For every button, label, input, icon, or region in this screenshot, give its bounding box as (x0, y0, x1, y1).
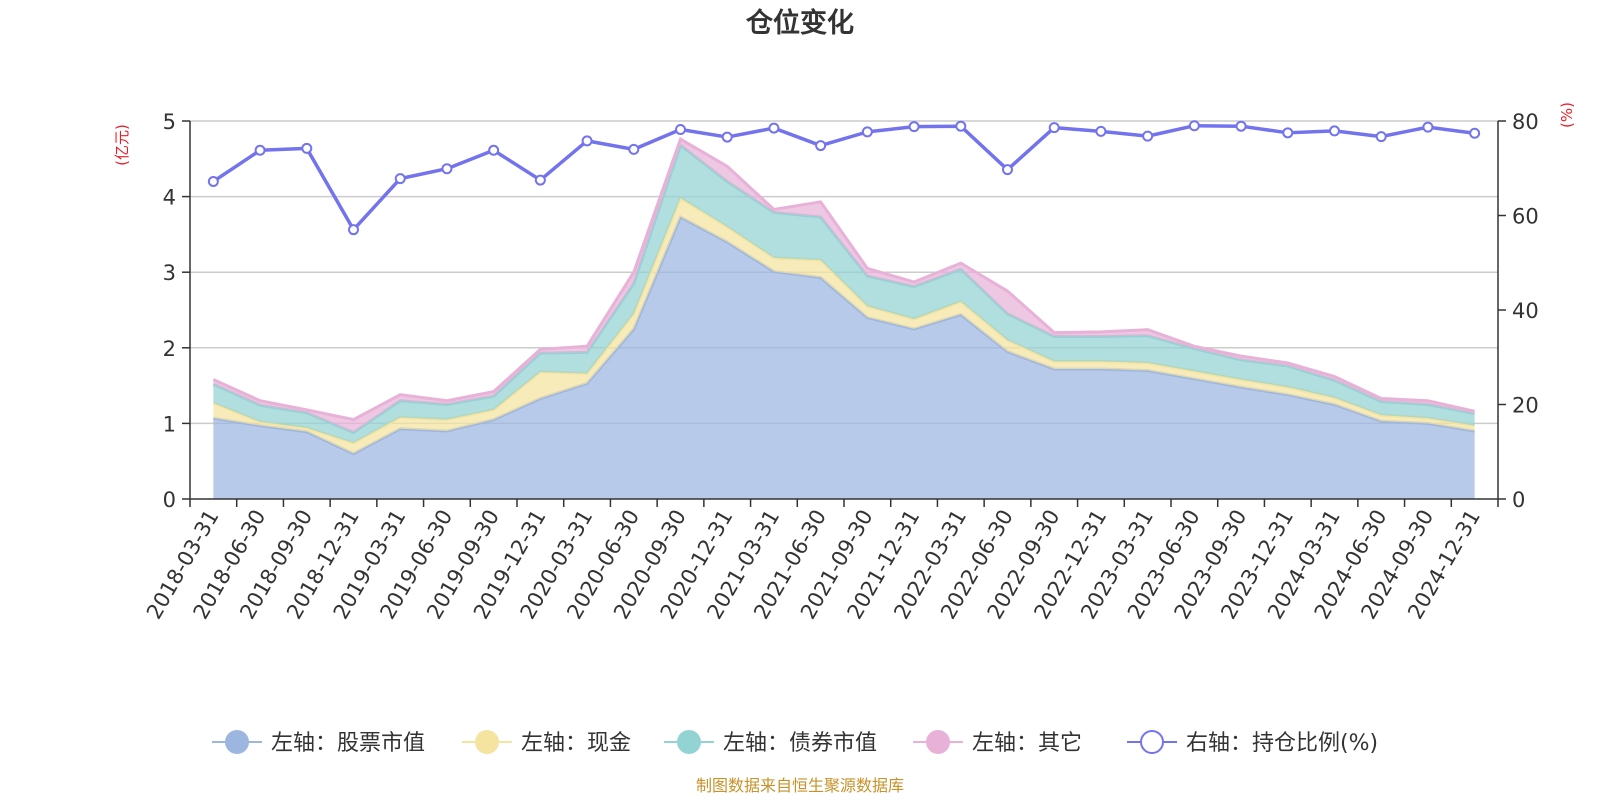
holding-ratio-line (207, 120, 1481, 236)
holding-ratio-point (1188, 120, 1200, 132)
right-y-axis-ticks: 0 20 40 60 80 (1498, 110, 1539, 512)
holding-ratio-point (908, 121, 920, 133)
left-tick-label: 0 (163, 488, 176, 512)
legend-marker (225, 730, 249, 754)
legend-marker (475, 730, 499, 754)
holding-ratio-point (348, 224, 359, 236)
right-tick-label: 40 (1512, 299, 1539, 323)
holding-ratio-point (628, 143, 640, 155)
holding-ratio-point (721, 131, 733, 143)
legend-label: 左轴：债券市值 (723, 731, 877, 756)
data-source-note: 制图数据来自恒生聚源数据库 (696, 776, 904, 795)
other-area-edge (212, 136, 1475, 422)
legend-label: 左轴：其它 (972, 731, 1082, 756)
holding-ratio-point (1002, 164, 1013, 176)
holding-ratio-point (1095, 125, 1107, 137)
left-tick-label: 2 (163, 337, 176, 361)
holding-ratio-point (1329, 125, 1340, 137)
holding-ratio-point (488, 144, 500, 156)
stacked-areas (212, 136, 1475, 499)
left-tick-label: 1 (163, 412, 176, 436)
x-axis-ticks: 2018-03-312018-06-302018-09-302018-12-31… (142, 499, 1499, 623)
holding-ratio-point (675, 124, 686, 136)
holding-ratio-point (441, 163, 453, 175)
left-tick-label: 4 (163, 186, 176, 210)
legend-marker (926, 730, 950, 754)
holding-ratio-point (1375, 131, 1387, 143)
left-tick-label: 5 (163, 110, 176, 134)
stock-value-area (213, 217, 1475, 499)
holding-ratio-point (815, 140, 827, 152)
holding-ratio-point (534, 174, 546, 186)
holding-ratio-point (955, 120, 967, 132)
holding-ratio-point (861, 126, 873, 138)
holding-ratio-point (1282, 127, 1294, 139)
right-tick-label: 80 (1512, 110, 1539, 134)
legend-label: 右轴：持仓比例(%) (1186, 731, 1378, 756)
right-tick-label: 60 (1512, 205, 1539, 229)
holding-ratio-point (254, 144, 266, 156)
holding-ratio-point (394, 173, 406, 185)
holding-ratio-point (1469, 127, 1481, 139)
right-axis-unit: (%) (1558, 102, 1576, 128)
holding-ratio-point (301, 142, 313, 154)
holding-ratio-point (1048, 122, 1060, 134)
chart-title: 仓位变化 (745, 7, 854, 39)
legend: 左轴：股票市值 左轴：现金 左轴：债券市值 左轴：其它 右轴：持仓比例(%) (212, 730, 1378, 756)
right-tick-label: 20 (1512, 394, 1539, 418)
left-axis-unit: (亿元) (113, 124, 131, 166)
holding-ratio-point (1142, 130, 1154, 142)
holding-ratio-point (768, 122, 780, 134)
holding-ratio-point (1422, 121, 1434, 133)
left-y-axis-ticks: 0 1 2 3 4 5 (163, 110, 190, 512)
holding-ratio-point (207, 175, 219, 187)
holding-ratio-point (581, 135, 593, 147)
legend-marker (677, 730, 701, 754)
cash-area (213, 198, 1475, 454)
legend-marker (1140, 730, 1164, 754)
legend-label: 左轴：现金 (521, 731, 631, 756)
legend-label: 左轴：股票市值 (271, 731, 425, 756)
right-tick-label: 0 (1512, 488, 1525, 512)
holding-ratio-point (1235, 120, 1247, 132)
left-tick-label: 3 (163, 261, 176, 285)
bond-value-area (213, 145, 1475, 444)
holding-ratio-path (212, 123, 1475, 232)
